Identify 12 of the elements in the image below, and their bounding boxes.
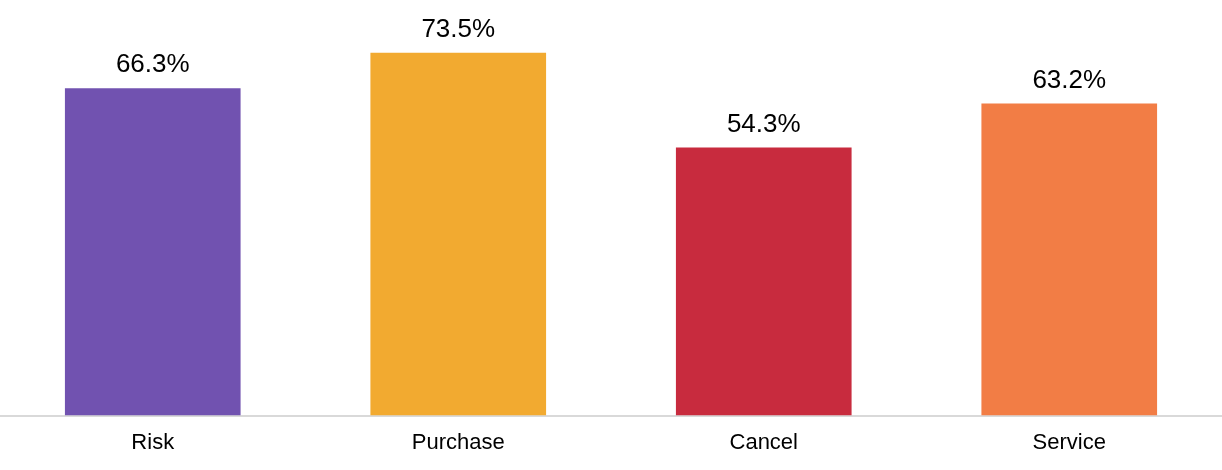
data-label: 63.2% [1032,63,1107,94]
bar [370,52,547,416]
x-tick-label: Cancel [729,428,798,454]
x-tick-label: Purchase [411,428,505,454]
bar [981,103,1158,416]
data-label: 54.3% [726,107,801,138]
x-tick-label: Service [1032,428,1106,454]
data-label: 73.5% [421,12,496,43]
data-label: 66.3% [115,48,190,79]
bar [64,88,241,416]
x-tick-label: Risk [131,428,176,454]
bar [675,147,852,416]
